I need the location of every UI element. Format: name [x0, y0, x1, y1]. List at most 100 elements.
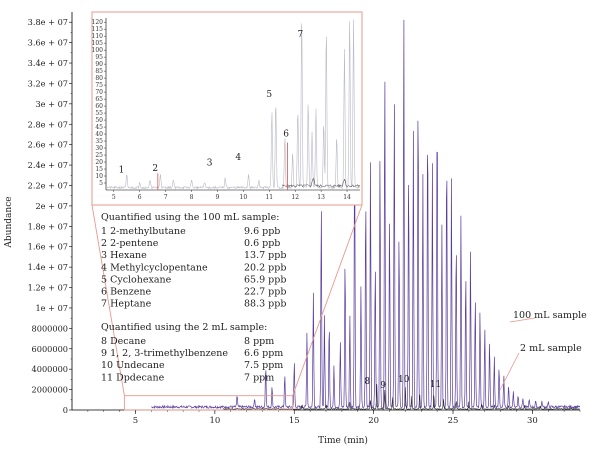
x-tick-label: 30 — [527, 416, 538, 426]
compound-concentration: 0.6 ppb — [244, 238, 280, 249]
inset-peak-label: 5 — [266, 90, 272, 100]
compound-concentration: 7 ppm — [244, 372, 274, 383]
compound-name: 8 Decane — [101, 336, 146, 347]
y-tick-label: 3e + 07 — [35, 99, 68, 109]
inset-x-tick-label: 6 — [138, 194, 142, 201]
main-peak-label: 11 — [430, 380, 441, 390]
inset-y-tick-label: 90 — [95, 61, 103, 68]
inset-x-tick-label: 8 — [190, 194, 194, 201]
inset-trace-2ml — [281, 178, 361, 188]
y-tick-label: 3.2e + 07 — [28, 78, 68, 88]
inset-x-tick-label: 7 — [164, 194, 168, 201]
inset-y-tick-label: 5 — [99, 180, 103, 187]
inset-peak-label: 2 — [152, 164, 158, 174]
compound-name: 3 Hexane — [101, 250, 147, 261]
inset-x-tick-label: 9 — [216, 194, 220, 201]
compound-name: 7 Heptane — [101, 299, 152, 310]
main-peak-label: 10 — [398, 375, 410, 385]
inset-peak-label: 1 — [119, 166, 125, 176]
inset-y-tick-label: 60 — [95, 103, 103, 110]
trace-2ml-sample — [222, 384, 580, 410]
inset-y-tick-label: 80 — [95, 75, 103, 82]
zoom-connector-left — [91, 204, 125, 396]
main-peak-labels: 8 9 10 11 — [364, 375, 441, 391]
compound-concentration: 9.6 ppb — [244, 226, 280, 237]
compound-name: 11 Dpdecane — [101, 372, 165, 383]
compound-concentration: 88.3 ppb — [244, 299, 286, 310]
main-peak-label: 9 — [380, 381, 386, 391]
quantification-annotation: Quantified using the 100 mL sample: 1 2-… — [101, 212, 286, 383]
y-tick-label: 2.6e + 07 — [28, 140, 68, 150]
y-tick-label: 1.2e + 07 — [28, 283, 68, 293]
callout-2ml-leader — [499, 352, 520, 391]
y-tick-label: 3.4e + 07 — [28, 58, 68, 68]
callout-100ml-label: 100 mL sample — [513, 310, 587, 321]
inset-y-tick-label: 100 — [92, 47, 104, 54]
callout-2ml-label: 2 mL sample — [520, 343, 582, 354]
inset-peak-label: 3 — [207, 159, 213, 169]
inset-peak-label: 4 — [235, 153, 241, 163]
chromatogram-traces — [151, 19, 581, 410]
compound-concentration: 65.9 ppb — [244, 274, 286, 285]
x-tick-label: 25 — [448, 416, 459, 426]
y-tick-label: 1.4e + 07 — [28, 262, 68, 272]
y-tick-label: 2000000 — [32, 385, 68, 395]
y-tick-label: 4000000 — [32, 364, 68, 374]
inset-peak-label: 7 — [298, 30, 304, 40]
inset-peak-label: 6 — [283, 129, 289, 139]
y-tick-label: 2.8e + 07 — [28, 119, 68, 129]
compound-name: 9 1, 2, 3-trimethylbenzene — [101, 348, 228, 359]
y-tick-label: 2.2e + 07 — [28, 180, 68, 190]
compound-concentration: 13.7 ppb — [244, 250, 286, 261]
x-tick-label: 15 — [289, 416, 300, 426]
series-callouts: 100 mL sample 2 mL sample — [499, 310, 587, 391]
y-tick-label: 2e + 07 — [35, 201, 68, 211]
inset-x-tick-label: 10 — [240, 194, 248, 201]
y-tick-label: 6000000 — [32, 344, 68, 354]
y-tick-label: 2.4e + 07 — [28, 160, 68, 170]
compound-name: 1 2-methylbutane — [101, 226, 186, 237]
zoom-region-box — [123, 395, 294, 411]
inset-y-tick-label: 115 — [92, 26, 104, 33]
x-tick-label: 20 — [368, 416, 379, 426]
inset-y-tick-label: 110 — [92, 33, 104, 40]
inset-y-tick-label: 85 — [95, 68, 103, 75]
y-tick-label: 1.8e + 07 — [28, 221, 68, 231]
inset-x-tick-label: 5 — [112, 194, 116, 201]
main-axes: 0 2000000 4000000 6000000 8000000 1e + 07 1.2e… — [28, 12, 581, 426]
inset-y-tick-label: 120 — [92, 19, 104, 26]
inset-y-tick-label: 10 — [95, 173, 103, 180]
inset-y-tick-label: 25 — [95, 152, 103, 159]
compound-concentration: 6.6 ppm — [244, 348, 283, 359]
compound-concentration: 7.5 ppm — [244, 360, 283, 371]
inset-y-tick-label: 70 — [95, 89, 103, 96]
annotation-heading-2ml: Quantified using the 2 mL sample: — [101, 322, 267, 333]
callout-100ml-leader — [509, 317, 536, 323]
inset-trace — [105, 19, 361, 190]
inset-y-tick-label: 35 — [95, 138, 103, 145]
inset-y-tick-label: 45 — [95, 124, 103, 131]
main-peak-label: 8 — [364, 377, 370, 387]
y-tick-label: 1e + 07 — [35, 303, 68, 313]
inset-y-tick-label: 15 — [95, 166, 103, 173]
inset-y-tick-label: 50 — [95, 117, 103, 124]
inset-y-tick-label: 75 — [95, 82, 103, 89]
inset-x-tick-label: 12 — [291, 194, 299, 201]
inset-x-tick-label: 14 — [343, 194, 351, 201]
inset-y-tick-label: 65 — [95, 96, 103, 103]
inset-y-tick-label: 20 — [95, 159, 103, 166]
y-axis-title: Abundance — [4, 196, 14, 248]
x-axis-title: Time (min) — [318, 435, 368, 446]
inset-y-tick-label: 55 — [95, 110, 103, 117]
x-tick-label: 10 — [209, 416, 220, 426]
trace-100ml-sample — [151, 19, 581, 410]
y-tick-label: 0 — [63, 405, 68, 415]
y-tick-label: 8000000 — [32, 323, 68, 333]
inset-frame — [91, 11, 363, 206]
inset-y-tick-label: 40 — [95, 131, 103, 138]
compound-concentration: 8 ppm — [244, 336, 274, 347]
zoom-connector-right — [292, 204, 363, 396]
compound-concentration: 20.2 ppb — [244, 262, 286, 273]
